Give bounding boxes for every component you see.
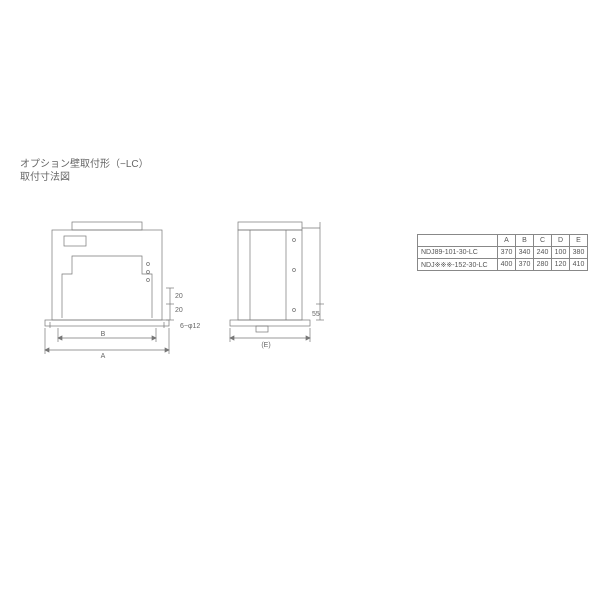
cell-E: 410 (570, 259, 588, 271)
cell-E: 380 (570, 247, 588, 259)
cell-C: 240 (534, 247, 552, 259)
dim-55: 55 (312, 311, 320, 318)
th-A: A (498, 235, 516, 247)
table-row: NDJ89-101-30-LC 370 340 240 100 380 (418, 247, 588, 259)
th-model (418, 235, 498, 247)
cell-model: NDJ89-101-30-LC (418, 247, 498, 259)
cell-D: 120 (552, 259, 570, 271)
dim-B: B (101, 331, 106, 338)
cell-C: 280 (534, 259, 552, 271)
title-block: オプション壁取付形（−LC） 取付寸法図 (20, 158, 149, 184)
technical-drawing: B A 20 20 6−φ12 (E) 55 (20, 210, 360, 360)
table-row: NDJ※※※-152-30-LC 400 370 280 120 410 (418, 259, 588, 271)
title-line1: オプション壁取付形（−LC） (20, 158, 149, 171)
th-C: C (534, 235, 552, 247)
title-line2: 取付寸法図 (20, 171, 149, 184)
cell-A: 400 (498, 259, 516, 271)
dim-E: (E) (261, 342, 270, 349)
cell-model: NDJ※※※-152-30-LC (418, 259, 498, 271)
dim-v1: 20 (175, 293, 183, 300)
dimension-table: A B C D E NDJ89-101-30-LC 370 340 240 10… (417, 234, 588, 271)
th-E: E (570, 235, 588, 247)
dim-A: A (101, 353, 106, 360)
cell-B: 340 (516, 247, 534, 259)
table-header-row: A B C D E (418, 235, 588, 247)
cell-A: 370 (498, 247, 516, 259)
dim-note: 6−φ12 (180, 323, 200, 330)
th-D: D (552, 235, 570, 247)
dim-v2: 20 (175, 307, 183, 314)
cell-D: 100 (552, 247, 570, 259)
th-B: B (516, 235, 534, 247)
cell-B: 370 (516, 259, 534, 271)
